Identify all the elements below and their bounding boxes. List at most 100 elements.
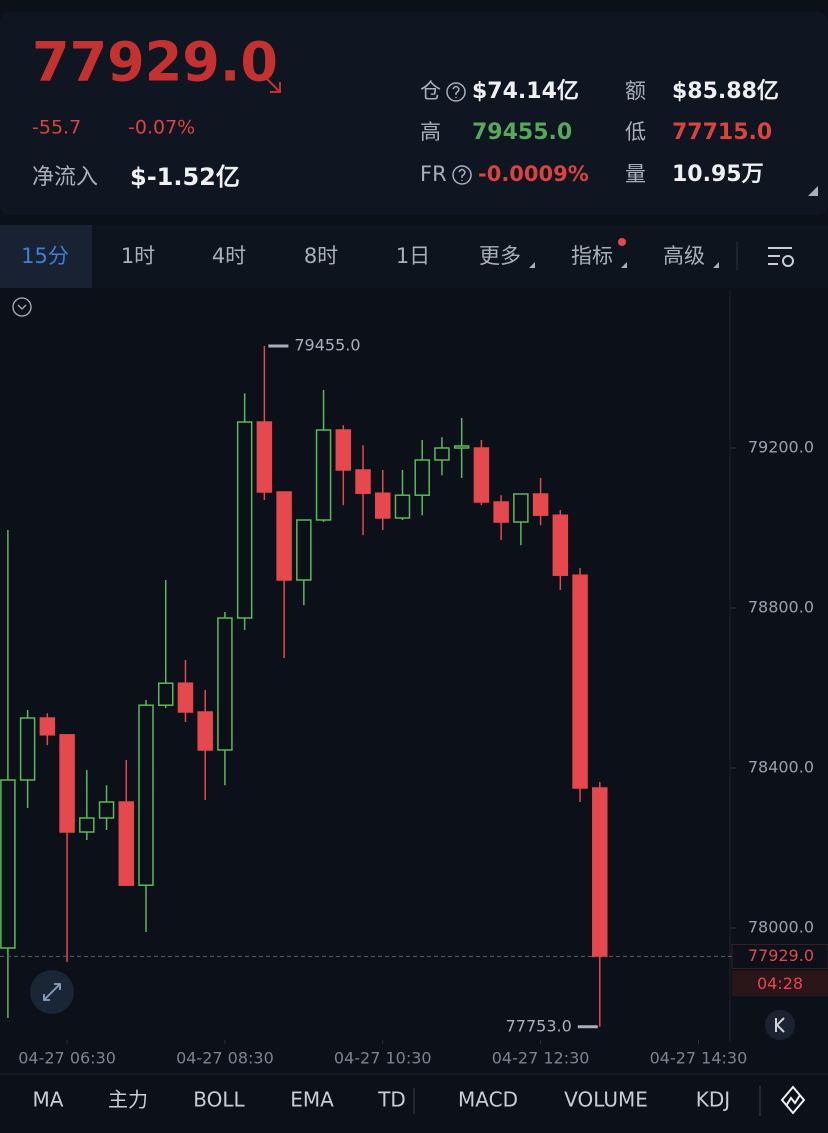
help-glyph [452,85,460,98]
candle-body [532,493,549,516]
scroll-end-glyph [775,1017,785,1033]
fullscreen-glyph [43,983,61,1001]
tab-selected-bg [0,225,92,288]
countdown: 04:28 [757,974,803,993]
candle-body [315,429,332,521]
countdown-box [732,970,828,997]
help-glyph [458,168,466,181]
x-tick-label: 04-27 14:30 [650,1049,748,1068]
badge-dot [618,238,626,246]
last-price-label: 77929.0 [748,946,814,965]
candle-body [493,501,509,523]
indicator[interactable]: VOLUME [564,1088,648,1112]
dropdown-caret [621,262,627,268]
extreme-label: 79455.0 [294,336,360,355]
candle-body [177,682,194,713]
indicator[interactable]: TD [377,1088,406,1112]
candle-body [138,704,154,886]
indicator[interactable]: BOLL [193,1088,245,1112]
tab-bar [0,225,828,288]
candle-body [394,494,411,519]
candle-body [79,817,95,833]
chart-tool-icon[interactable] [780,1085,806,1115]
indicator[interactable]: MACD [458,1088,518,1112]
tab[interactable]: 指标 [571,244,613,268]
candle-body [592,787,608,958]
indicator[interactable]: EMA [290,1088,334,1112]
tab[interactable]: 8时 [304,244,338,268]
tab[interactable]: 更多 [479,244,521,268]
y-tick-label: 78400.0 [748,758,814,777]
dropdown-caret [529,262,535,268]
candle-body [59,734,75,833]
stat-value: 77715.0 [672,120,772,145]
candle-body [98,801,115,819]
candle-body [236,421,253,619]
candle-body [434,447,450,461]
settings-icon[interactable] [768,247,794,267]
candle-body [197,711,213,751]
x-tick-label: 04-27 06:30 [18,1049,116,1068]
candle-body [414,459,430,496]
stat-value: $74.14亿 [472,79,579,104]
stat-label: 额 [625,79,646,103]
indicator[interactable]: 主力 [108,1088,148,1112]
candle-body [0,779,16,949]
stat-label: FR [420,162,447,186]
x-tick-label: 04-27 08:30 [176,1049,274,1068]
candle-body [375,492,391,519]
net-inflow: $-1.52亿 [130,163,240,191]
candle-body [217,617,233,751]
collapse-icon[interactable] [12,297,32,317]
stat-label: 高 [420,120,441,144]
candle-body [276,491,292,581]
indicator[interactable]: KDJ [696,1088,730,1112]
y-tick-label: 78000.0 [748,918,814,937]
help-icon[interactable] [446,82,466,102]
indicator[interactable]: MA [33,1088,64,1112]
expand-corner[interactable] [808,186,818,196]
candle-body [296,519,312,581]
header-panel [0,12,828,215]
net-inflow-label: 净流入 [32,165,98,190]
help-icon[interactable] [452,165,472,185]
stat-label: 低 [625,120,646,144]
candle-body [118,801,135,886]
tab[interactable]: 15分 [21,244,69,268]
change-pct: -0.07% [128,117,195,139]
y-tick-label: 78800.0 [748,598,814,617]
last-price-box [731,943,828,969]
change: -55.7 [32,117,81,139]
stat-value: 79455.0 [472,120,572,145]
tab[interactable]: 高级 [663,244,705,268]
x-tick-label: 04-27 10:30 [334,1049,432,1068]
candle-body [453,445,470,449]
candle-body [39,717,56,736]
candle-body [513,493,529,523]
stat-value: $85.88亿 [672,79,779,104]
candle-body [335,429,352,471]
candle-body [256,421,273,493]
price: 77929.0 [32,31,278,94]
dropdown-caret [713,262,719,268]
candle-body [572,574,588,789]
candle-body [157,682,174,706]
stat-label: 仓 [420,79,441,103]
stat-value: 10.95万 [672,162,764,187]
y-tick-label: 79200.0 [748,438,814,457]
down-arrow [263,75,281,93]
tab[interactable]: 4时 [212,244,246,268]
candle-body [355,469,371,494]
chevron [17,304,27,310]
stat-label: 量 [625,162,646,186]
candle-body [552,514,569,576]
candle-body [473,447,490,503]
tab[interactable]: 1时 [121,244,155,268]
x-tick-label: 04-27 12:30 [492,1049,590,1068]
tab[interactable]: 1日 [396,244,430,268]
scroll-end-button[interactable] [765,1010,795,1040]
candle-body [19,717,36,781]
stat-value: -0.0009% [478,162,589,186]
extreme-label: 77753.0 [506,1016,572,1035]
